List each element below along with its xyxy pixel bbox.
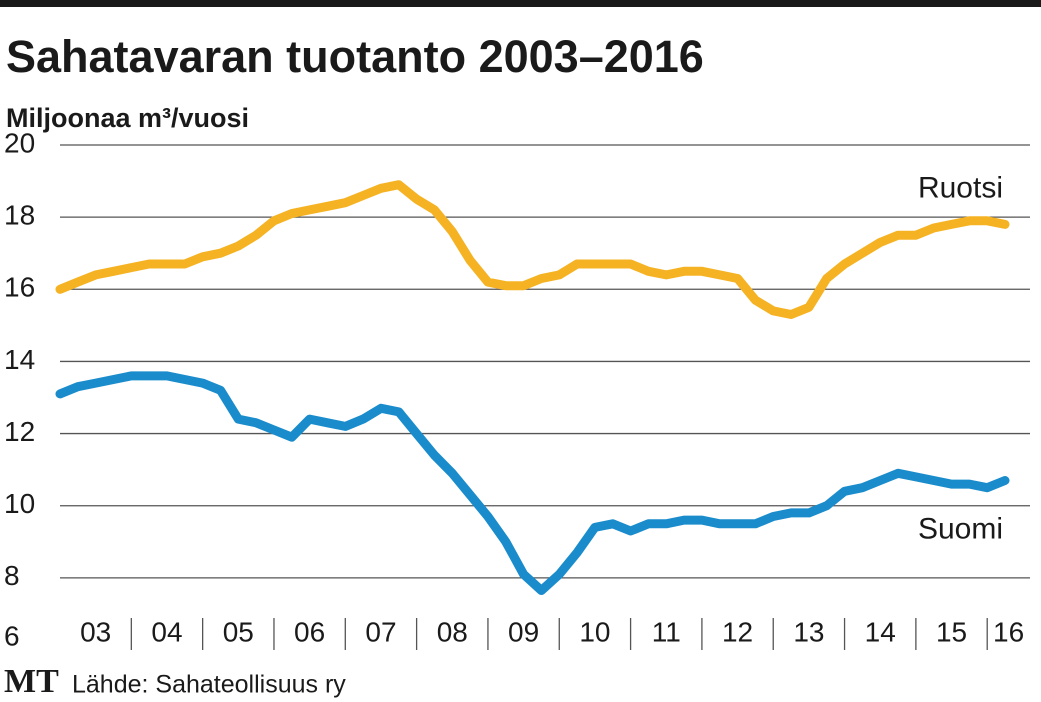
top-bar <box>0 0 1041 7</box>
x-tick-label: 08 <box>437 616 468 647</box>
y-tick-label: 12 <box>4 416 35 447</box>
y-tick-label: 8 <box>4 560 20 591</box>
series-label: Ruotsi <box>918 171 1003 204</box>
x-tick-label: 16 <box>993 616 1024 647</box>
x-tick-label: 12 <box>722 616 753 647</box>
x-tick-label: 14 <box>865 616 896 647</box>
x-tick-label: 03 <box>80 616 111 647</box>
source: Lähde: Sahateollisuus ry <box>72 671 346 699</box>
y-tick-label: 16 <box>4 272 35 303</box>
y-tick-label: 6 <box>4 620 20 651</box>
x-tick-label: 06 <box>294 616 325 647</box>
x-tick-label: 05 <box>223 616 254 647</box>
series-line <box>55 371 1010 595</box>
x-tick-label: 11 <box>652 616 681 647</box>
y-tick-label: 20 <box>4 127 35 158</box>
series-line <box>55 180 1010 319</box>
x-tick-label: 09 <box>508 616 539 647</box>
series-label: Suomi <box>918 512 1003 545</box>
y-tick-label: 18 <box>4 200 35 231</box>
x-tick-label: 13 <box>793 616 824 647</box>
x-tick-label: 15 <box>936 616 967 647</box>
subtitle: Miljoonaa m³/vuosi <box>6 103 249 133</box>
y-tick-label: 14 <box>4 344 35 375</box>
x-tick-label: 10 <box>579 616 610 647</box>
x-tick-label: 07 <box>365 616 396 647</box>
chart-title: Sahatavaran tuotanto 2003–2016 <box>6 31 704 82</box>
x-tick-label: 04 <box>151 616 182 647</box>
y-tick-label: 10 <box>4 488 35 519</box>
logo: MT <box>4 663 59 700</box>
